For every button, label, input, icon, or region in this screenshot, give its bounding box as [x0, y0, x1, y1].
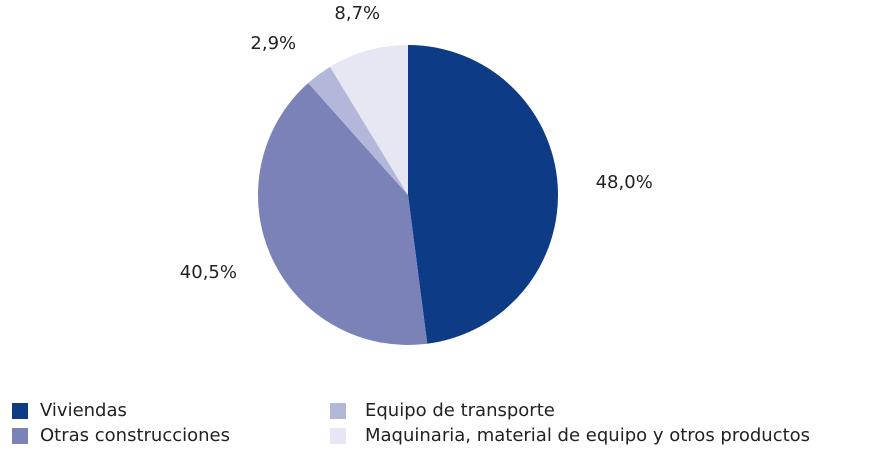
legend-swatch — [330, 403, 346, 419]
data-label: 8,7% — [334, 3, 380, 24]
data-label: 40,5% — [180, 262, 237, 283]
legend-swatch — [12, 403, 28, 419]
legend-label: Viviendas — [40, 400, 127, 421]
legend-label: Otras construcciones — [40, 425, 230, 446]
legend-label: Equipo de transporte — [365, 400, 555, 421]
pie-slice — [330, 45, 408, 195]
pie-slice — [308, 66, 408, 195]
data-label: 2,9% — [250, 33, 296, 54]
legend-swatch — [330, 428, 346, 444]
pie-slice — [408, 45, 559, 344]
legend-label: Maquinaria, material de equipo y otros p… — [365, 425, 810, 446]
data-label: 48,0% — [596, 172, 653, 193]
pie-slice — [258, 83, 428, 345]
legend-swatch — [12, 428, 28, 444]
